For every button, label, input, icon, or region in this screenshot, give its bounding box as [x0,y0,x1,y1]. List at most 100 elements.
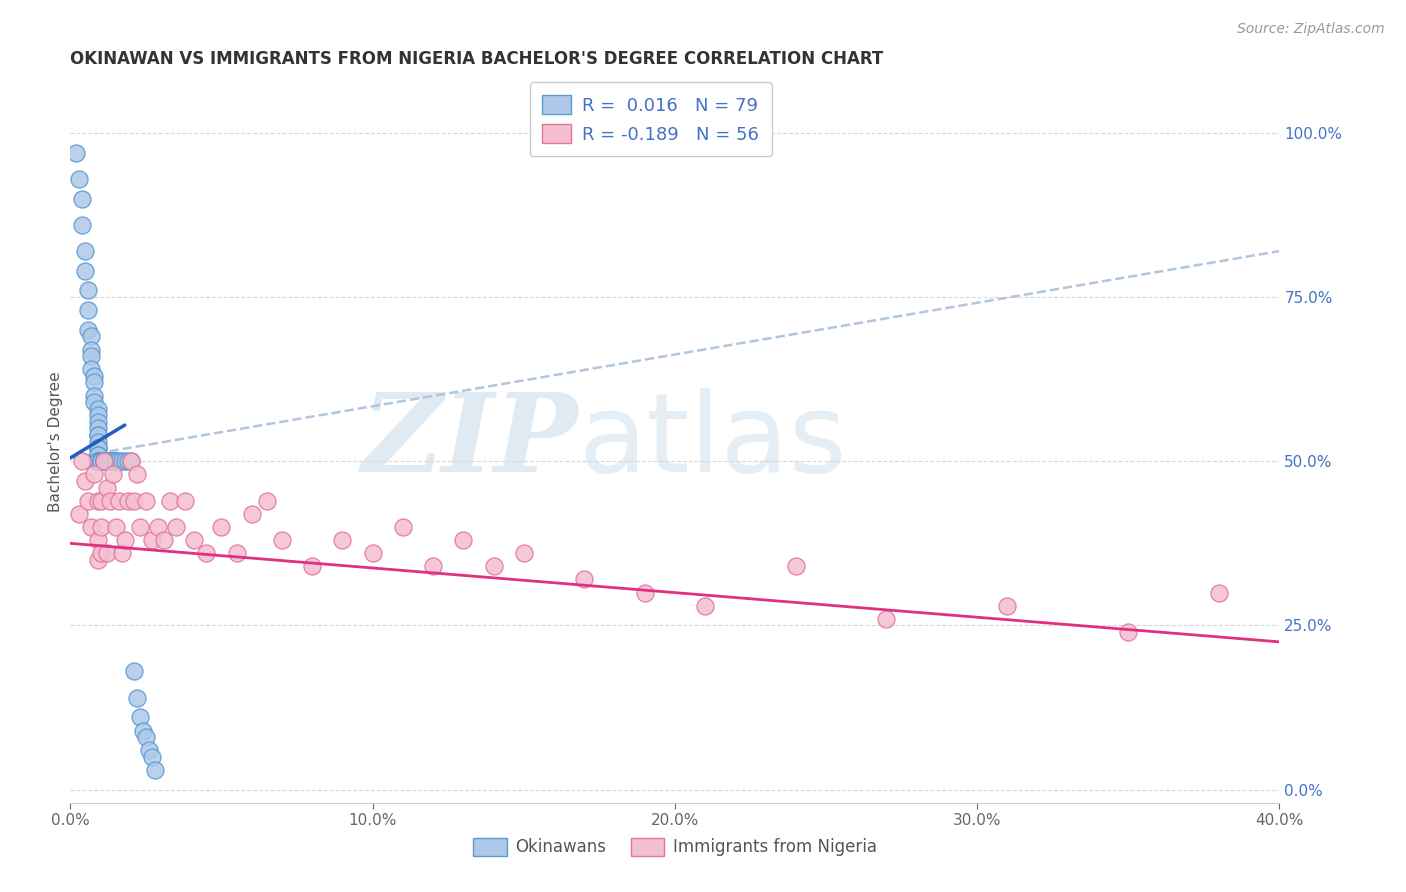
Point [1208,585,1230,599]
Point [135,493,157,508]
Point [875,612,898,626]
Point [93,454,115,468]
Point [86,454,108,468]
Point [86,454,108,468]
Point [101,454,124,468]
Point [86,415,108,429]
Point [90,454,111,468]
Point [86,454,108,468]
Point [86,428,108,442]
Point [72,218,94,232]
Point [77,493,100,508]
Point [90,454,111,468]
Point [67,507,90,521]
Point [1116,625,1139,640]
Point [93,454,115,468]
Point [111,546,134,560]
Point [143,763,166,777]
Point [107,493,129,508]
Point [72,454,94,468]
Point [96,454,118,468]
Point [98,493,121,508]
Point [104,454,127,468]
Point [135,730,157,744]
Point [86,421,108,435]
Point [391,520,415,534]
Point [86,533,108,547]
Point [995,599,1018,613]
Point [86,441,108,455]
Text: Source: ZipAtlas.com: Source: ZipAtlas.com [1237,22,1385,37]
Point [93,454,115,468]
Point [75,474,97,488]
Point [86,401,108,416]
Point [240,507,263,521]
Point [574,573,596,587]
Point [83,368,105,383]
Point [83,376,105,390]
Point [120,454,142,468]
Point [86,493,108,508]
Point [86,448,108,462]
Point [86,454,108,468]
Point [101,467,124,482]
Point [93,454,115,468]
Point [111,454,134,468]
Point [270,533,294,547]
Point [90,454,111,468]
Point [98,454,121,468]
Point [120,454,142,468]
Point [86,441,108,455]
Point [128,520,150,534]
Point [104,454,127,468]
Point [86,454,108,468]
Point [114,454,136,468]
Point [132,723,155,738]
Point [693,599,716,613]
Point [125,467,148,482]
Point [77,303,100,318]
Point [80,349,103,363]
Point [122,493,145,508]
Point [98,454,121,468]
Point [211,520,233,534]
Point [77,323,100,337]
Point [90,454,111,468]
Point [83,467,105,482]
Point [453,533,475,547]
Point [86,553,108,567]
Point [65,145,87,160]
Point [75,244,97,258]
Point [141,533,163,547]
Point [86,428,108,442]
Legend: Okinawans, Immigrants from Nigeria: Okinawans, Immigrants from Nigeria [467,831,883,863]
Text: OKINAWAN VS IMMIGRANTS FROM NIGERIA BACHELOR'S DEGREE CORRELATION CHART: OKINAWAN VS IMMIGRANTS FROM NIGERIA BACH… [70,50,883,68]
Point [153,533,176,547]
Point [86,448,108,462]
Point [301,559,323,574]
Point [138,743,160,757]
Point [146,520,169,534]
Point [98,454,121,468]
Point [90,454,111,468]
Point [117,454,139,468]
Text: ZIP: ZIP [361,388,578,495]
Point [128,710,150,724]
Point [86,441,108,455]
Point [80,343,103,357]
Point [183,533,205,547]
Point [422,559,444,574]
Point [482,559,505,574]
Point [104,454,127,468]
Point [332,533,354,547]
Point [77,284,100,298]
Point [83,395,105,409]
Point [86,454,108,468]
Point [67,171,90,186]
Point [86,454,108,468]
Point [90,454,111,468]
Point [256,493,278,508]
Point [785,559,807,574]
Point [93,454,115,468]
Point [195,546,218,560]
